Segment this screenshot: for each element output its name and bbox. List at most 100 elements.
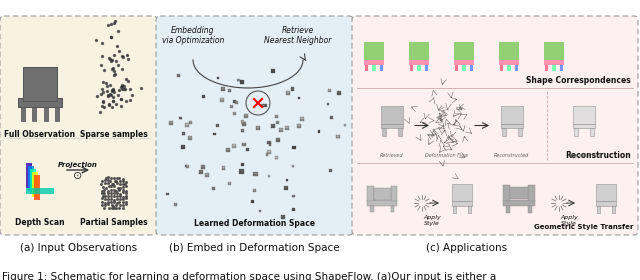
Point — [121, 202, 131, 206]
Bar — [241, 163, 244, 165]
Bar — [268, 175, 270, 177]
Text: (b) Embed in Deformation Space: (b) Embed in Deformation Space — [169, 243, 340, 253]
Point — [103, 197, 113, 201]
Bar — [545, 65, 548, 71]
Point — [99, 68, 109, 73]
Point — [99, 203, 109, 207]
Bar — [337, 91, 340, 94]
Text: Sparse samples: Sparse samples — [80, 130, 148, 139]
Bar — [612, 206, 615, 213]
Point — [105, 83, 115, 88]
Text: Reconstruction: Reconstruction — [565, 151, 631, 160]
Point — [106, 92, 116, 96]
Point — [108, 66, 118, 71]
Bar — [596, 201, 616, 206]
Point — [117, 84, 127, 88]
Bar — [276, 121, 278, 123]
Bar — [528, 185, 535, 201]
Bar — [330, 116, 333, 118]
Bar — [228, 184, 230, 185]
Point — [106, 200, 116, 204]
Point — [100, 197, 110, 201]
Point — [106, 191, 116, 195]
Point — [109, 188, 120, 192]
Point — [100, 176, 111, 180]
Point — [111, 194, 122, 199]
Point — [117, 87, 127, 92]
Bar — [202, 97, 205, 98]
Bar — [271, 127, 275, 128]
Bar — [232, 112, 236, 114]
Point — [100, 81, 111, 85]
Text: Embedding
via Optimization: Embedding via Optimization — [162, 26, 224, 45]
Bar — [590, 128, 594, 136]
Point — [109, 73, 120, 78]
Point — [111, 178, 122, 183]
Bar — [239, 169, 244, 172]
Point — [97, 87, 107, 92]
Bar — [327, 103, 330, 105]
Point — [113, 29, 124, 34]
Point — [104, 102, 115, 106]
Bar — [425, 65, 428, 71]
Point — [103, 202, 113, 207]
Point — [109, 21, 119, 25]
Point — [115, 181, 125, 186]
Point — [112, 44, 122, 49]
Bar — [374, 188, 390, 200]
Point — [109, 52, 119, 57]
Bar — [246, 150, 249, 151]
Bar — [23, 67, 57, 101]
Point — [113, 185, 123, 190]
Point — [112, 176, 122, 180]
Text: Projection: Projection — [58, 162, 98, 168]
Point — [118, 185, 128, 189]
Point — [108, 87, 118, 91]
Bar — [169, 124, 173, 125]
Bar — [177, 74, 180, 76]
Point — [107, 88, 117, 93]
Bar — [227, 148, 230, 151]
Point — [100, 178, 110, 183]
Bar — [365, 65, 368, 71]
Bar — [409, 60, 429, 65]
Text: Figure 1: Schematic for learning a deformation space using ShapeFlow. (a)Our inp: Figure 1: Schematic for learning a defor… — [2, 272, 496, 280]
Point — [108, 99, 118, 104]
Point — [113, 92, 124, 97]
Bar — [364, 42, 384, 60]
Bar — [264, 106, 267, 107]
Bar — [462, 65, 466, 71]
Point — [106, 59, 116, 63]
Point — [104, 103, 114, 107]
Point — [114, 87, 124, 92]
Point — [118, 190, 129, 195]
Bar — [292, 148, 296, 150]
Point — [115, 200, 125, 204]
FancyBboxPatch shape — [0, 16, 157, 235]
Point — [115, 192, 125, 196]
Bar — [185, 165, 188, 166]
Point — [120, 194, 131, 199]
Bar — [216, 126, 219, 127]
Bar — [250, 202, 253, 203]
Text: ⊙: ⊙ — [74, 171, 83, 181]
Bar — [255, 126, 260, 129]
Bar — [268, 141, 271, 143]
Bar — [228, 182, 230, 184]
Point — [117, 67, 127, 71]
Point — [119, 87, 129, 92]
Text: Ground Truth: Ground Truth — [568, 153, 600, 158]
Point — [108, 182, 118, 186]
Point — [91, 38, 101, 42]
Bar — [510, 187, 528, 199]
Bar — [298, 98, 300, 99]
Point — [108, 99, 118, 104]
Bar — [329, 171, 332, 172]
Point — [102, 190, 113, 195]
Bar — [220, 98, 224, 101]
Bar — [381, 124, 403, 128]
Text: Geometric Style Transfer: Geometric Style Transfer — [534, 224, 633, 230]
Point — [120, 182, 130, 186]
Point — [109, 191, 119, 195]
Point — [98, 90, 108, 95]
